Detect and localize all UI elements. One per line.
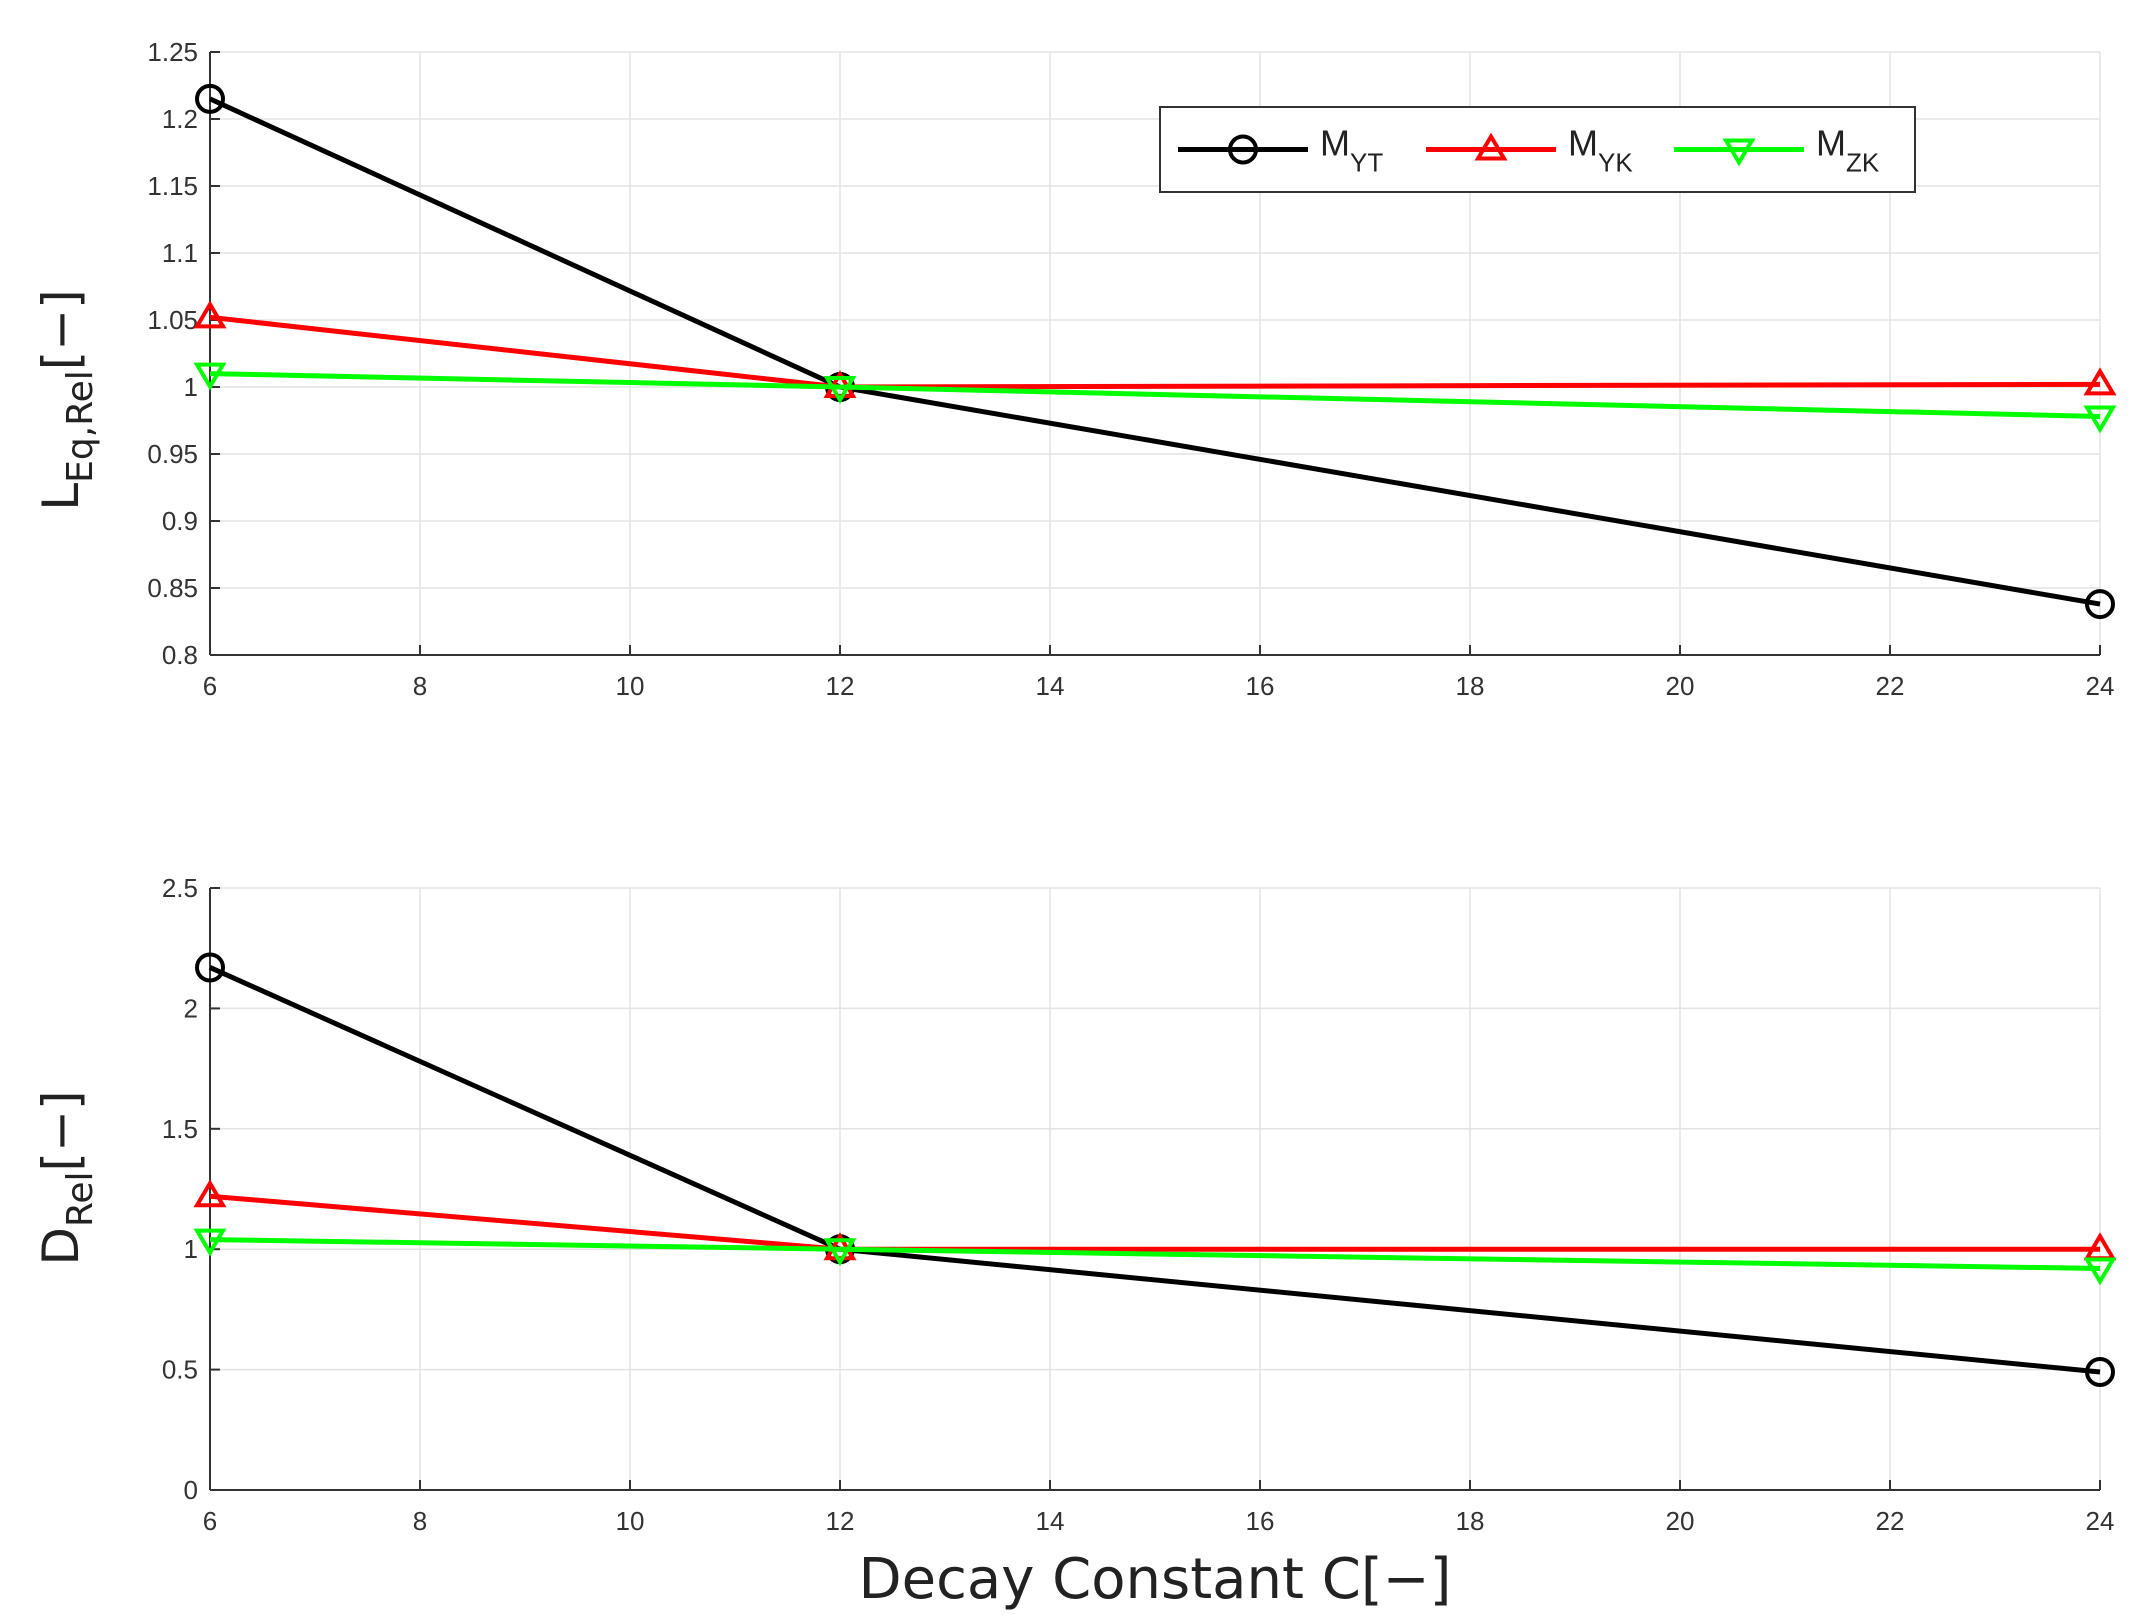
y-axis-label-main: L bbox=[32, 483, 90, 511]
y-tick-label: 1.15 bbox=[147, 171, 198, 201]
y-tick-label: 0.8 bbox=[162, 640, 198, 670]
data-point-MYT bbox=[195, 83, 225, 114]
data-point-MYT bbox=[2085, 1357, 2115, 1388]
x-tick-label: 22 bbox=[1876, 1506, 1905, 1536]
y-axis-label-sub: Rel bbox=[60, 1171, 101, 1227]
x-tick-label: 6 bbox=[203, 1506, 217, 1536]
y-axis-label-sub: Eq,Rel bbox=[60, 370, 101, 483]
x-tick-label: 22 bbox=[1876, 671, 1905, 701]
x-tick-label: 14 bbox=[1036, 671, 1065, 701]
y-tick-label: 1 bbox=[184, 372, 198, 402]
y-tick-label: 1.2 bbox=[162, 104, 198, 134]
data-point-MZK bbox=[823, 376, 857, 404]
x-tick-label: 8 bbox=[413, 1506, 427, 1536]
legend-label-sub: YK bbox=[1598, 148, 1633, 178]
x-tick-label: 24 bbox=[2086, 671, 2115, 701]
series-line-MZK bbox=[209, 371, 2101, 419]
legend: MYT MYK MZK bbox=[1159, 106, 1916, 193]
x-tick-label: 12 bbox=[826, 1506, 855, 1536]
x-tick-label: 24 bbox=[2086, 1506, 2115, 1536]
x-tick-label: 20 bbox=[1666, 671, 1695, 701]
data-point-MZK bbox=[2083, 405, 2117, 434]
y-tick-label: 1.25 bbox=[147, 37, 198, 67]
data-point-MZK bbox=[2083, 1257, 2117, 1286]
y-tick-label: 0.5 bbox=[162, 1355, 198, 1385]
data-point-MYK bbox=[2083, 367, 2117, 396]
legend-marker bbox=[1228, 134, 1258, 165]
legend-label-main: M bbox=[1816, 123, 1846, 164]
data-point-MZK bbox=[823, 1238, 857, 1267]
series-line-MZK bbox=[209, 1237, 2101, 1271]
data-point-MYT bbox=[2085, 589, 2115, 620]
legend-marker bbox=[1722, 138, 1756, 167]
legend-label: MZK bbox=[1816, 123, 1880, 178]
data-point-MYK bbox=[193, 1179, 227, 1208]
plot-area bbox=[210, 888, 2100, 1490]
x-tick-label: 8 bbox=[413, 671, 427, 701]
x-tick-label: 16 bbox=[1246, 671, 1275, 701]
x-tick-label: 16 bbox=[1246, 1506, 1275, 1536]
x-tick-label: 18 bbox=[1456, 671, 1485, 701]
x-tick-label: 10 bbox=[616, 671, 645, 701]
y-axis-label-main: D bbox=[32, 1227, 90, 1266]
x-tick-label: 20 bbox=[1666, 1506, 1695, 1536]
legend-label: MYT bbox=[1320, 123, 1383, 178]
x-tick-label: 14 bbox=[1036, 1506, 1065, 1536]
y-tick-label: 0.95 bbox=[147, 439, 198, 469]
y-tick-label: 1.1 bbox=[162, 238, 198, 268]
x-axis-label: Decay Constant C[−] bbox=[859, 1547, 1452, 1612]
legend-marker bbox=[1474, 132, 1508, 161]
data-point-MYT bbox=[195, 952, 225, 983]
y-tick-label: 0.9 bbox=[162, 506, 198, 536]
x-tick-label: 6 bbox=[203, 671, 217, 701]
data-point-MZK bbox=[193, 362, 227, 391]
y-axis-label-suffix: [−] bbox=[32, 289, 90, 370]
legend-label: MYK bbox=[1568, 123, 1633, 178]
y-axis-label-suffix: [−] bbox=[32, 1091, 90, 1172]
y-axis-label: DRel[−] bbox=[32, 1091, 101, 1266]
data-point-MYK bbox=[193, 300, 227, 329]
legend-label-sub: YT bbox=[1350, 148, 1383, 178]
y-tick-label: 0.85 bbox=[147, 573, 198, 603]
legend-label-main: M bbox=[1568, 123, 1598, 164]
x-tick-label: 18 bbox=[1456, 1506, 1485, 1536]
x-tick-label: 10 bbox=[616, 1506, 645, 1536]
y-tick-label: 0 bbox=[184, 1475, 198, 1505]
y-tick-label: 1.05 bbox=[147, 305, 198, 335]
data-point-MZK bbox=[193, 1228, 227, 1257]
legend-label-main: M bbox=[1320, 123, 1350, 164]
y-tick-label: 2.5 bbox=[162, 873, 198, 903]
bottom-panel: 6 8 10 12 14 16 18 20 22 24 0 0.5 1 1.5 2 2.5 DRel[−] Dec… bbox=[32, 873, 2117, 1612]
y-tick-label: 1.5 bbox=[162, 1114, 198, 1144]
y-tick-label: 2 bbox=[184, 993, 198, 1023]
y-axis-label: LEq,Rel[−] bbox=[32, 289, 101, 510]
y-tick-label: 1 bbox=[184, 1234, 198, 1264]
legend-label-sub: ZK bbox=[1846, 148, 1880, 178]
x-tick-label: 12 bbox=[826, 671, 855, 701]
